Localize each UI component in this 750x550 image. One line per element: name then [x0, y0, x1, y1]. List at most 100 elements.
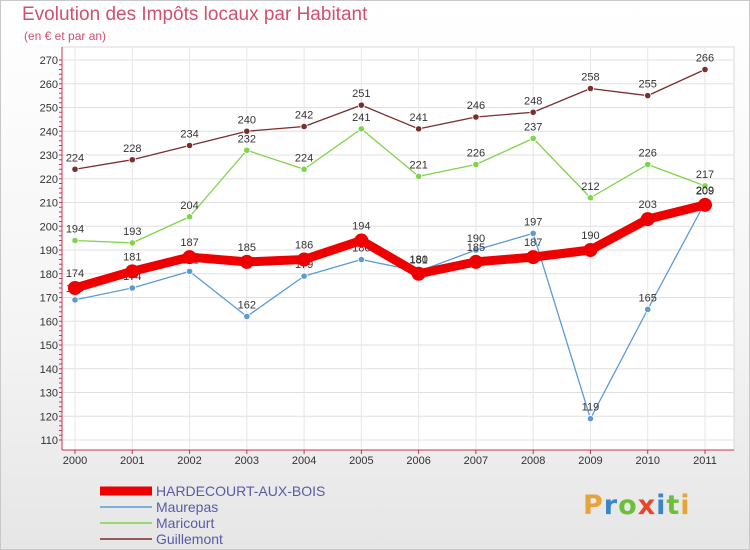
- data-point-maricourt: [128, 239, 136, 247]
- data-point-hardecourt-aux-bois: [698, 197, 712, 212]
- data-label-maricourt: 193: [123, 226, 141, 238]
- y-tick-label: 190: [40, 245, 58, 257]
- y-tick-label: 120: [40, 411, 58, 423]
- data-point-hardecourt-aux-bois: [526, 250, 541, 265]
- x-tick-label: 2004: [292, 455, 316, 467]
- data-point-hardecourt-aux-bois: [583, 243, 598, 257]
- proxiti-logo: Proxiti: [583, 490, 691, 521]
- data-label-guillemont: 228: [123, 143, 141, 155]
- data-point-hardecourt-aux-bois: [640, 212, 655, 227]
- data-point-hardecourt-aux-bois: [68, 281, 82, 295]
- data-point-hardecourt-aux-bois: [182, 250, 197, 265]
- x-tick-label: 2003: [235, 455, 259, 467]
- series-line-maurepas: [74, 201, 706, 420]
- data-point-maricourt: [71, 236, 79, 245]
- data-point-maricourt: [586, 194, 595, 202]
- data-label-guillemont: 258: [581, 72, 599, 84]
- x-tick-label: 2008: [521, 455, 545, 467]
- y-tick-label: 270: [40, 55, 58, 67]
- logo-letter: x: [637, 490, 657, 521]
- data-point-hardecourt-aux-bois: [468, 254, 483, 269]
- legend-swatch-guillemont: [100, 538, 152, 540]
- data-point-guillemont: [415, 125, 423, 133]
- data-point-maurepas: [472, 246, 480, 254]
- series-line-maricourt: [74, 128, 706, 244]
- x-tick-label: 2007: [464, 455, 488, 467]
- data-point-guillemont: [701, 65, 709, 74]
- data-label-hardecourt-aux-bois: 185: [467, 242, 485, 254]
- legend-label-maurepas: Maurepas: [156, 499, 219, 515]
- data-label-hardecourt-aux-bois: 186: [295, 240, 313, 252]
- data-label-hardecourt-aux-bois: 190: [581, 230, 599, 242]
- legend-swatch-hardecourt: [100, 486, 152, 496]
- data-label-maurepas: 197: [524, 216, 542, 228]
- data-label-maricourt: 224: [295, 152, 313, 164]
- data-label-maricourt: 237: [524, 121, 542, 133]
- data-point-maricourt: [529, 134, 537, 142]
- data-label-guillemont: 240: [238, 114, 256, 126]
- legend-label-hardecourt: HARDECOURT-AUX-BOIS: [156, 483, 326, 499]
- data-label-guillemont: 241: [409, 112, 427, 124]
- data-label-maricourt: 217: [696, 169, 714, 181]
- data-point-maurepas: [357, 255, 365, 264]
- data-point-guillemont: [586, 84, 595, 93]
- data-label-guillemont: 224: [66, 152, 84, 164]
- legend-label-guillemont: Guillemont: [156, 531, 223, 547]
- y-tick-label: 130: [40, 388, 58, 400]
- data-point-guillemont: [243, 127, 251, 135]
- logo-letter: i: [656, 490, 667, 521]
- data-label-maurepas: 165: [639, 292, 657, 304]
- data-label-maricourt: 212: [581, 181, 599, 193]
- data-point-hardecourt-aux-bois: [411, 266, 426, 281]
- data-point-hardecourt-aux-bois: [125, 264, 140, 279]
- data-label-maurepas: 162: [238, 300, 256, 312]
- y-tick-label: 240: [40, 126, 58, 138]
- data-point-hardecourt-aux-bois: [239, 254, 254, 269]
- data-label-maurepas: 190: [467, 233, 485, 245]
- data-point-hardecourt-aux-bois: [297, 252, 312, 267]
- data-label-maricourt: 204: [180, 200, 198, 212]
- data-point-hardecourt-aux-bois: [354, 233, 369, 248]
- data-label-maricourt: 241: [352, 112, 370, 124]
- data-label-guillemont: 234: [180, 129, 198, 141]
- data-label-hardecourt-aux-bois: 209: [696, 185, 714, 197]
- series-line-guillemont: [74, 68, 706, 170]
- data-point-guillemont: [128, 156, 136, 164]
- logo-letter: o: [618, 490, 638, 521]
- data-point-guillemont: [71, 165, 79, 173]
- data-label-guillemont: 266: [696, 53, 714, 65]
- data-point-maurepas: [644, 305, 652, 313]
- chart-title: Evolution des Impôts locaux par Habitant: [22, 4, 368, 25]
- data-point-maurepas: [185, 267, 194, 275]
- y-tick-label: 250: [40, 103, 58, 115]
- x-tick-label: 2005: [349, 455, 373, 467]
- data-label-maurepas: 119: [582, 402, 600, 414]
- data-label-hardecourt-aux-bois: 187: [180, 237, 198, 249]
- data-point-maurepas: [300, 272, 308, 280]
- data-point-maricourt: [300, 165, 308, 173]
- data-point-maurepas: [128, 284, 136, 292]
- y-tick-label: 110: [40, 435, 58, 447]
- data-point-maricourt: [472, 160, 480, 169]
- data-point-guillemont: [357, 101, 365, 109]
- y-tick-label: 180: [40, 269, 58, 281]
- y-tick-label: 150: [40, 340, 58, 352]
- y-tick-label: 260: [40, 79, 58, 91]
- y-tick-label: 160: [40, 316, 58, 328]
- data-label-hardecourt-aux-bois: 194: [352, 221, 370, 233]
- series-line-hardecourt-aux-bois: [70, 200, 710, 293]
- data-label-maricourt: 232: [238, 133, 256, 145]
- data-point-maricourt: [644, 160, 652, 169]
- chart-subtitle: (en € et par an): [24, 29, 107, 43]
- data-label-hardecourt-aux-bois: 185: [238, 242, 256, 254]
- data-point-guillemont: [185, 141, 194, 150]
- data-point-guillemont: [300, 122, 308, 131]
- logo-letter: i: [680, 490, 691, 521]
- legend-swatch-maurepas: [100, 506, 152, 508]
- x-tick-label: 2009: [578, 455, 602, 467]
- y-tick-label: 170: [40, 293, 58, 305]
- data-point-maurepas: [586, 415, 595, 423]
- data-label-guillemont: 242: [295, 110, 313, 122]
- data-label-maurepas: 181: [409, 254, 427, 266]
